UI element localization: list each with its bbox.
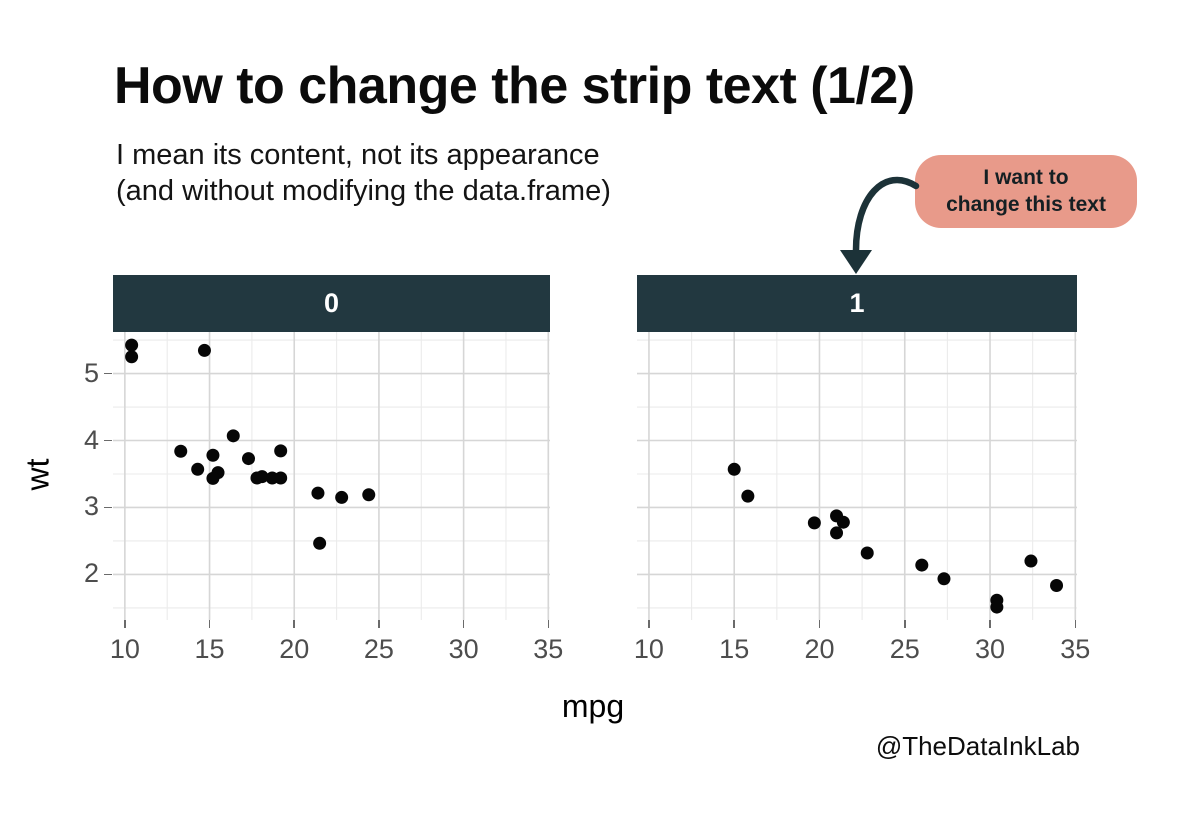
y-tick-mark xyxy=(104,573,112,576)
facet-strip-label-0: 0 xyxy=(323,288,340,318)
data-point xyxy=(915,558,929,572)
data-point xyxy=(242,452,256,466)
x-tick-mark xyxy=(547,620,550,628)
facet-strip-0: 0 xyxy=(113,275,550,332)
x-tick-mark xyxy=(462,620,465,628)
data-point xyxy=(836,515,850,529)
data-point xyxy=(125,338,139,352)
y-axis-title: wt xyxy=(19,458,56,491)
data-point xyxy=(1050,579,1064,593)
data-point xyxy=(174,444,188,458)
x-tick-label: 25 xyxy=(889,634,920,664)
facet-panel-0 xyxy=(113,332,550,620)
callout-arrow-curve xyxy=(852,176,920,254)
callout-text-line-2: change this text xyxy=(946,192,1106,216)
subtitle-line-2: (and without modifying the data.frame) xyxy=(116,175,611,207)
callout-bubble: I want to change this text xyxy=(915,155,1137,228)
x-tick-label: 10 xyxy=(633,634,664,664)
data-point xyxy=(741,489,755,503)
x-tick-label: 25 xyxy=(363,634,394,664)
data-point xyxy=(206,471,220,485)
callout-arrowhead-icon xyxy=(840,250,872,274)
y-tick-label: 3 xyxy=(83,491,99,522)
data-point xyxy=(990,600,1004,614)
x-tick-label: 10 xyxy=(109,634,140,664)
y-tick-mark xyxy=(104,439,112,442)
callout-text-line-1: I want to xyxy=(983,166,1069,190)
data-point xyxy=(1024,554,1038,568)
x-tick-mark xyxy=(124,620,126,628)
x-tick-mark xyxy=(378,620,380,628)
x-tick-mark xyxy=(818,620,821,628)
x-tick-mark xyxy=(648,620,650,628)
data-point xyxy=(362,488,376,502)
x-tick-label: 35 xyxy=(1060,634,1091,664)
subtitle-line-1: I mean its content, not its appearance xyxy=(116,139,600,171)
y-tick-label: 4 xyxy=(83,424,99,455)
x-tick-mark xyxy=(1074,620,1077,628)
facet-panel-1 xyxy=(637,332,1077,620)
data-point xyxy=(191,462,205,476)
x-tick-label: 15 xyxy=(719,634,750,664)
x-tick-mark xyxy=(989,620,991,628)
data-point xyxy=(313,536,327,550)
x-axis-title: mpg xyxy=(561,688,625,724)
facet-strip-label-1: 1 xyxy=(849,288,865,318)
x-tick-label: 20 xyxy=(804,634,835,664)
x-tick-label: 30 xyxy=(974,634,1006,664)
data-point xyxy=(197,343,211,357)
data-point xyxy=(727,462,741,476)
y-tick-mark xyxy=(104,506,112,509)
y-tick-mark xyxy=(104,372,112,375)
data-point xyxy=(226,429,240,443)
x-tick-label: 15 xyxy=(194,634,225,664)
data-point xyxy=(250,471,264,485)
data-point xyxy=(807,516,821,530)
data-point xyxy=(311,486,325,500)
x-tick-mark xyxy=(733,620,735,628)
data-point xyxy=(860,546,874,560)
data-point xyxy=(206,448,220,462)
x-tick-mark xyxy=(293,620,295,628)
data-point xyxy=(274,444,288,458)
y-tick-label: 5 xyxy=(83,357,99,388)
facet-strip-1: 1 xyxy=(637,275,1077,332)
x-tick-label: 20 xyxy=(279,634,310,664)
x-tick-mark xyxy=(904,620,906,628)
watermark: @TheDataInkLab xyxy=(875,731,1080,761)
data-point xyxy=(125,350,139,364)
data-point xyxy=(937,572,951,586)
data-point xyxy=(830,526,844,540)
data-point xyxy=(274,471,288,485)
page-title: How to change the strip text (1/2) xyxy=(114,57,915,115)
data-point xyxy=(335,490,349,504)
x-tick-label: 35 xyxy=(533,634,564,664)
y-tick-label: 2 xyxy=(83,558,99,589)
x-tick-label: 30 xyxy=(448,634,479,664)
x-tick-mark xyxy=(208,620,211,628)
